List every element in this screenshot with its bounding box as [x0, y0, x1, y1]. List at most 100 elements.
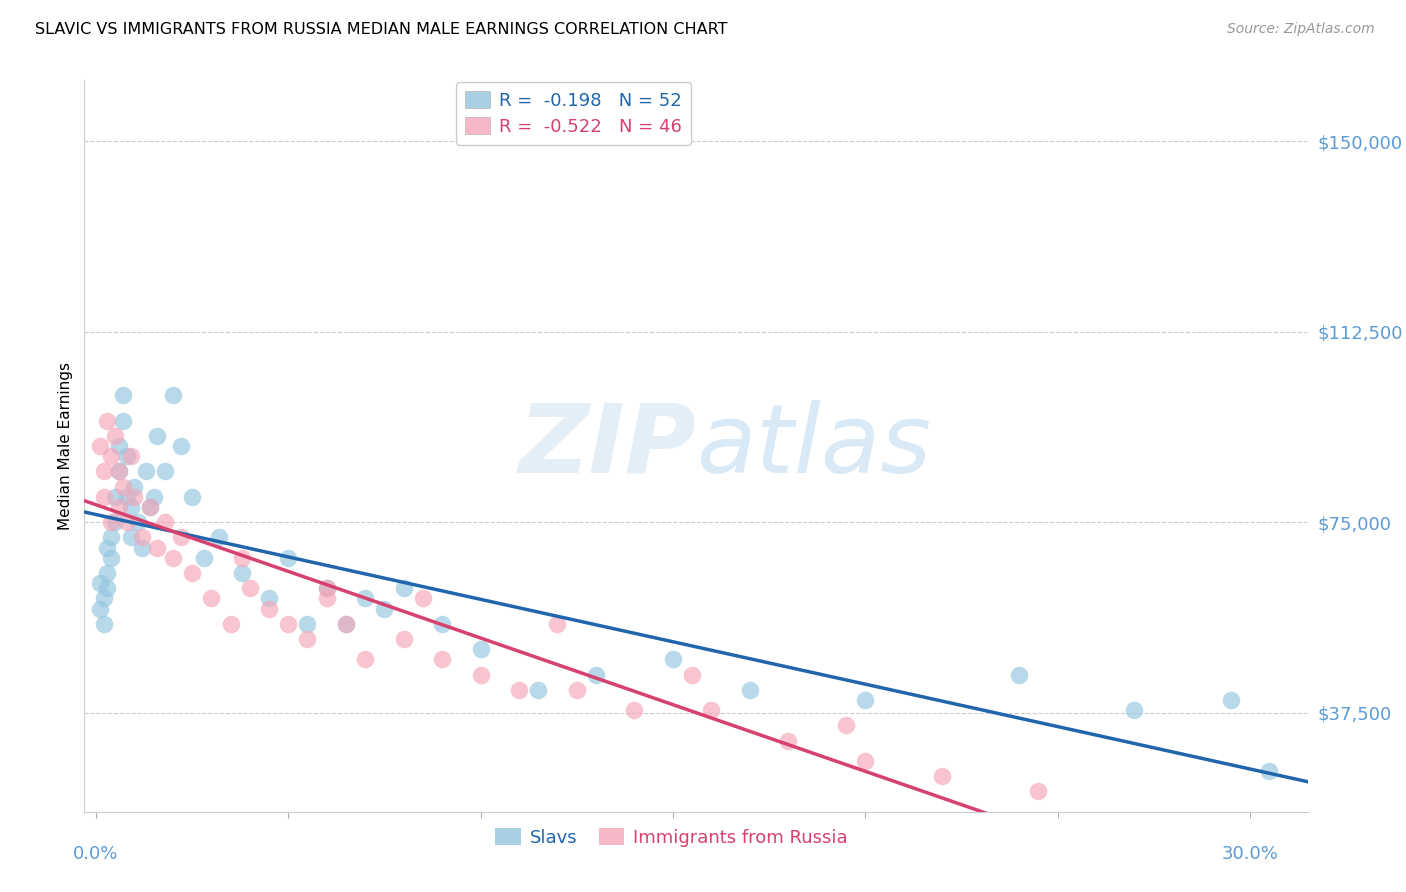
Point [93, 616, 115, 631]
Point [115, 490, 138, 504]
Point [131, 530, 153, 544]
Text: ZIP: ZIP [517, 400, 696, 492]
Point [662, 652, 685, 666]
Point [354, 591, 377, 606]
Point [108, 439, 131, 453]
Point [93, 490, 115, 504]
Point [127, 515, 149, 529]
Text: Source: ZipAtlas.com: Source: ZipAtlas.com [1227, 22, 1375, 37]
Point [93, 464, 115, 478]
Point [778, 733, 800, 747]
Point [169, 530, 191, 544]
Point [108, 500, 131, 514]
Legend: Slavs, Immigrants from Russia: Slavs, Immigrants from Russia [488, 821, 855, 854]
Point [315, 581, 337, 595]
Point [120, 500, 142, 514]
Point [142, 490, 165, 504]
Point [297, 616, 319, 631]
Point [115, 449, 138, 463]
Point [100, 550, 122, 565]
Point [115, 515, 138, 529]
Point [124, 480, 146, 494]
Point [738, 682, 761, 697]
Point [508, 682, 530, 697]
Point [277, 616, 299, 631]
Point [700, 703, 723, 717]
Point [231, 550, 253, 565]
Point [231, 566, 253, 580]
Point [931, 769, 953, 783]
Point [181, 490, 204, 504]
Point [146, 541, 169, 555]
Point [1258, 764, 1281, 778]
Point [315, 581, 337, 595]
Point [527, 682, 550, 697]
Point [162, 550, 184, 565]
Point [565, 682, 588, 697]
Point [208, 530, 231, 544]
Point [169, 439, 191, 453]
Point [96, 414, 118, 428]
Point [124, 490, 146, 504]
Point [104, 429, 127, 443]
Point [430, 652, 453, 666]
Point [623, 703, 645, 717]
Point [681, 667, 703, 681]
Point [354, 652, 377, 666]
Point [412, 591, 434, 606]
Point [111, 388, 134, 402]
Point [120, 449, 142, 463]
Point [104, 490, 127, 504]
Point [89, 439, 111, 453]
Point [100, 449, 122, 463]
Point [193, 550, 215, 565]
Point [835, 718, 858, 732]
Point [430, 616, 453, 631]
Point [1026, 784, 1049, 798]
Point [1123, 703, 1146, 717]
Point [1219, 693, 1241, 707]
Point [139, 500, 162, 514]
Point [585, 667, 607, 681]
Point [146, 429, 169, 443]
Point [120, 530, 142, 544]
Point [96, 541, 118, 555]
Text: atlas: atlas [696, 400, 931, 492]
Point [200, 591, 222, 606]
Point [1008, 667, 1031, 681]
Point [104, 515, 127, 529]
Point [373, 601, 395, 615]
Point [100, 515, 122, 529]
Point [181, 566, 204, 580]
Point [89, 576, 111, 591]
Point [153, 464, 176, 478]
Point [853, 754, 876, 768]
Point [470, 667, 492, 681]
Point [93, 591, 115, 606]
Point [139, 500, 162, 514]
Point [547, 616, 569, 631]
Point [96, 581, 118, 595]
Point [239, 581, 262, 595]
Point [100, 530, 122, 544]
Point [131, 541, 153, 555]
Text: 30.0%: 30.0% [1222, 845, 1278, 863]
Point [335, 616, 357, 631]
Point [853, 693, 876, 707]
Point [257, 591, 280, 606]
Point [335, 616, 357, 631]
Point [162, 388, 184, 402]
Y-axis label: Median Male Earnings: Median Male Earnings [58, 362, 73, 530]
Point [470, 642, 492, 657]
Point [219, 616, 242, 631]
Point [108, 464, 131, 478]
Text: 0.0%: 0.0% [73, 845, 118, 863]
Point [257, 601, 280, 615]
Point [111, 480, 134, 494]
Point [297, 632, 319, 646]
Point [108, 464, 131, 478]
Point [96, 566, 118, 580]
Point [111, 414, 134, 428]
Point [277, 550, 299, 565]
Point [135, 464, 157, 478]
